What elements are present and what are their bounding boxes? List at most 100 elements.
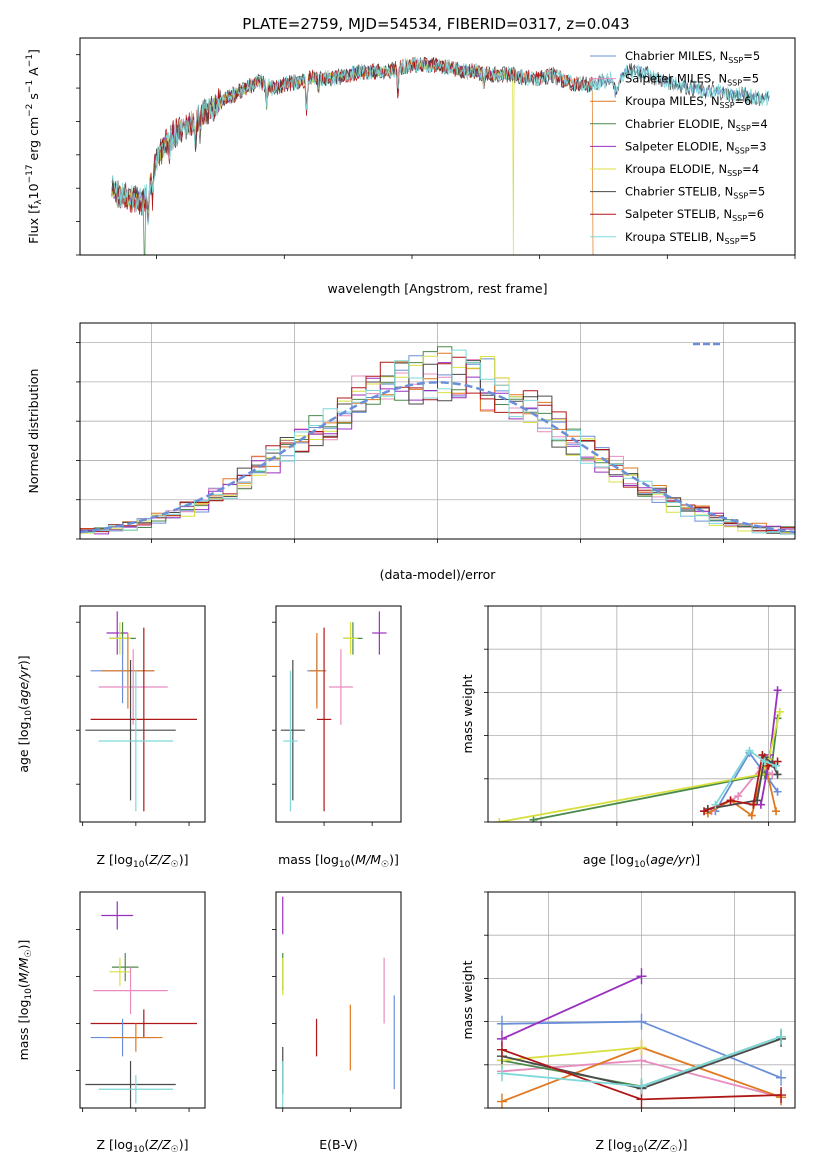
x-axis-label: E(B-V) (319, 1137, 358, 1152)
legend-text: Salpeter STELIB, N (625, 207, 732, 221)
legend-tail: =3 (750, 139, 767, 153)
weight-marker-chabrier-stelib (773, 770, 782, 779)
axes-frame (487, 605, 796, 823)
spectrum-line-kroupa-miles (111, 60, 594, 255)
y-axis-label: mass weight (460, 674, 475, 753)
legend-entry-chabrier-stelib: Chabrier STELIB, NSSP=5 (625, 185, 765, 201)
histogram-kroupa-stelib (80, 349, 795, 535)
plot-area-mass_vs_Z (85, 901, 198, 1108)
spectrum-line-salpeter-elodie (111, 58, 515, 223)
plot-area-residuals (80, 346, 795, 535)
axes-frame (79, 605, 206, 823)
legend-subscript: SSP (720, 101, 735, 110)
panel-weight_vs_Z: Z [log10(Z/Z☉)] mass weight (460, 891, 796, 1155)
axes-frame (275, 605, 402, 823)
axes-frame (275, 891, 402, 1109)
legend-text: Salpeter ELODIE, N (625, 139, 735, 153)
plot-area-spectrum (111, 56, 770, 255)
weight-marker-kroupa-stelib (772, 761, 781, 770)
y-axis-label: Normed distribution (26, 369, 41, 494)
legend-tail: =5 (742, 72, 759, 86)
legend-text: Salpeter MILES, N (625, 72, 727, 86)
weight-marker-kroupa-miles (496, 1093, 507, 1108)
gaussian-curve (80, 381, 795, 534)
legend-tail: =4 (742, 162, 759, 176)
y-axis-label: Flux [fλ10−17 erg cm−2 s−1 A−1] (25, 49, 44, 244)
legend-subscript: SSP (727, 79, 742, 88)
weight-marker-salpeter-stelib (776, 1087, 787, 1104)
legend-text: Kroupa ELODIE, N (625, 162, 727, 176)
legend-entry-kroupa-elodie: Kroupa ELODIE, NSSP=4 (625, 162, 759, 178)
legend-subscript: SSP (732, 214, 747, 223)
x-axis-label: Z [log10(Z/Z☉)] (596, 1137, 688, 1155)
spectrum-line-chabrier-elodie (111, 59, 515, 255)
plot-area-age_vs_mass (280, 611, 387, 812)
weight-marker-kroupa-elodie (636, 1039, 647, 1056)
panel-mass_vs_Z: Z [log10(Z/Z☉)] mass [log10(M/M☉)] (16, 891, 206, 1155)
legend-subscript: SSP (728, 56, 743, 65)
x-axis-label: (data-model)/error (380, 567, 497, 582)
weight-marker-salpeter-elodie (773, 686, 782, 695)
weight-line-kroupa-stelib (714, 749, 777, 806)
weight-marker-chabrier-miles (773, 787, 782, 796)
panel-residuals: (data-model)/error Normed distribution (26, 322, 796, 582)
axes-frame (79, 37, 796, 256)
panel-mass_vs_ebv: E(B-V) (272, 891, 402, 1152)
legend-tail: =5 (748, 185, 765, 199)
weight-marker-salpeter-elodie (636, 968, 647, 985)
weight-marker-salpeter-stelib (496, 1041, 507, 1058)
weight-marker-kroupa-stelib (711, 800, 720, 809)
weight-line-salpeter-elodie (501, 975, 642, 1040)
weight-marker-salpeter-elodie (756, 800, 765, 809)
x-axis-label: Z [log10(Z/Z☉)] (97, 1137, 189, 1155)
legend-text: Kroupa STELIB, N (625, 230, 725, 244)
weight-marker-kroupa-stelib (636, 1078, 647, 1095)
legend-tail: =6 (735, 94, 752, 108)
legend-entry-salpeter-miles: Salpeter MILES, NSSP=5 (625, 72, 759, 88)
weight-marker-salpeter-stelib (773, 757, 782, 766)
x-axis-label: mass [log10(M/M☉)] (278, 852, 399, 870)
legend-subscript: SSP (725, 237, 740, 246)
legend-entry-kroupa-miles: Kroupa MILES, NSSP=6 (625, 94, 751, 110)
panel-weight_vs_age: age [log10(age/yr)] mass weight (460, 605, 796, 870)
y-axis-label: age [log10(age/yr)] (16, 655, 34, 772)
plot-area-weight_vs_Z (496, 968, 787, 1108)
legend-subscript: SSP (727, 169, 742, 178)
weight-line-kroupa-elodie (499, 711, 781, 822)
weight-marker-kroupa-elodie (495, 818, 504, 822)
legend-text: Chabrier ELODIE, N (625, 117, 736, 131)
legend-entry-salpeter-stelib: Salpeter STELIB, NSSP=6 (625, 207, 764, 223)
legend-entry-kroupa-stelib: Kroupa STELIB, NSSP=5 (625, 230, 756, 246)
legend-subscript: SSP (733, 192, 748, 201)
legend-subscript: SSP (735, 146, 750, 155)
legend-entry-chabrier-miles: Chabrier MILES, NSSP=5 (625, 49, 760, 65)
spectrum-line-chabrier-stelib (111, 56, 770, 215)
legend-subscript: SSP (736, 124, 751, 133)
panel-spectrum: wavelength [Angstrom, rest frame] Flux [f… (25, 37, 796, 296)
weight-marker-chabrier-elodie (529, 815, 538, 822)
weight-marker-kroupa-elodie (775, 707, 784, 716)
legend-text: Kroupa MILES, N (625, 94, 720, 108)
weight-marker-kroupa-miles (772, 807, 781, 816)
x-axis-label: age [log10(age/yr)] (583, 852, 700, 870)
figure-title: PLATE=2759, MJD=54534, FIBERID=0317, z=0… (242, 15, 629, 33)
legend-text: Chabrier STELIB, N (625, 185, 733, 199)
panel-age_vs_Z: Z [log10(Z/Z☉)] age [log10(age/yr)] (16, 605, 206, 870)
legend-tail: =5 (743, 49, 760, 63)
legend-entry-salpeter-elodie: Salpeter ELODIE, NSSP=3 (625, 139, 767, 155)
legend-tail: =6 (747, 207, 764, 221)
panel-age_vs_mass: mass [log10(M/M☉)] (272, 605, 402, 870)
plot-area-weight_vs_age (495, 686, 784, 822)
weight-marker-kroupa-stelib (496, 1065, 507, 1082)
legend-tail: =5 (740, 230, 757, 244)
axes-frame (79, 891, 206, 1109)
weight-line-kroupa-elodie (501, 1046, 642, 1062)
weight-marker-chabrier-miles (776, 1069, 787, 1086)
y-axis-label: mass [log10(M/M☉)] (16, 940, 34, 1061)
spectrum-line-kroupa-elodie (111, 59, 515, 255)
weight-line-chabrier-miles (714, 751, 779, 812)
x-axis-label: Z [log10(Z/Z☉)] (97, 852, 189, 870)
x-axis-label: wavelength [Angstrom, rest frame] (327, 281, 547, 296)
